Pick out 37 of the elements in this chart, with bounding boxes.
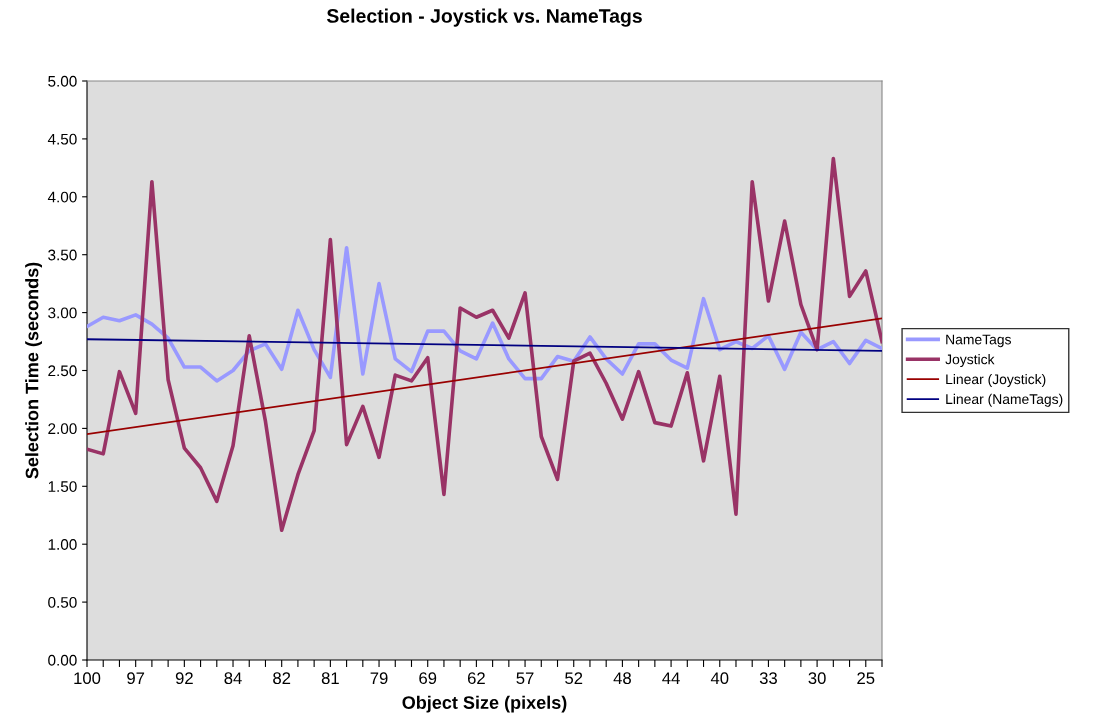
x-tick-label: 48 xyxy=(613,672,631,685)
x-tick-label: 62 xyxy=(467,672,485,685)
y-tick-label: 4.00 xyxy=(47,191,77,203)
x-tick-label: 57 xyxy=(516,672,534,685)
y-tick-label: 1.00 xyxy=(48,539,77,550)
x-tick-label: 81 xyxy=(321,672,339,685)
y-tick-label: 5.00 xyxy=(48,75,77,87)
x-tick-label: 100 xyxy=(74,672,101,685)
x-tick-label: 69 xyxy=(419,672,437,685)
x-tick-label: 30 xyxy=(808,672,826,685)
legend-label: Linear (NameTags) xyxy=(946,393,1063,407)
legend-label: Joystick xyxy=(945,354,995,368)
y-axis-title: Selection Time (seconds) xyxy=(25,262,42,479)
x-tick-label: 84 xyxy=(224,672,242,685)
x-tick-label: 79 xyxy=(370,672,388,685)
x-axis-title: Object Size (pixels) xyxy=(402,695,567,713)
x-tick-label: 44 xyxy=(662,672,680,684)
y-tick-label: 0.50 xyxy=(48,596,77,608)
y-tick-label: 4.50 xyxy=(47,133,77,145)
x-tick-label: 25 xyxy=(857,672,875,685)
x-tick-label: 97 xyxy=(127,672,145,685)
legend-label: Linear (Joystick) xyxy=(946,373,1046,387)
y-tick-label: 3.00 xyxy=(48,307,77,319)
y-tick-label: 3.50 xyxy=(48,249,77,261)
x-tick-label: 40 xyxy=(710,672,729,685)
x-tick-label: 33 xyxy=(759,672,777,685)
chart-title: Selection - Joystick vs. NameTags xyxy=(326,8,642,27)
y-tick-label: 2.00 xyxy=(48,423,77,435)
x-tick-label: 82 xyxy=(273,672,291,685)
y-tick-label: 0.00 xyxy=(48,654,77,666)
x-tick-label: 52 xyxy=(565,672,583,685)
line-series xyxy=(87,156,882,533)
x-tick-label: 92 xyxy=(175,672,193,685)
legend-label: NameTags xyxy=(946,334,1011,348)
y-tick-label: 2.50 xyxy=(48,365,77,377)
y-tick-label: 1.50 xyxy=(48,481,77,492)
line-series xyxy=(87,245,882,383)
